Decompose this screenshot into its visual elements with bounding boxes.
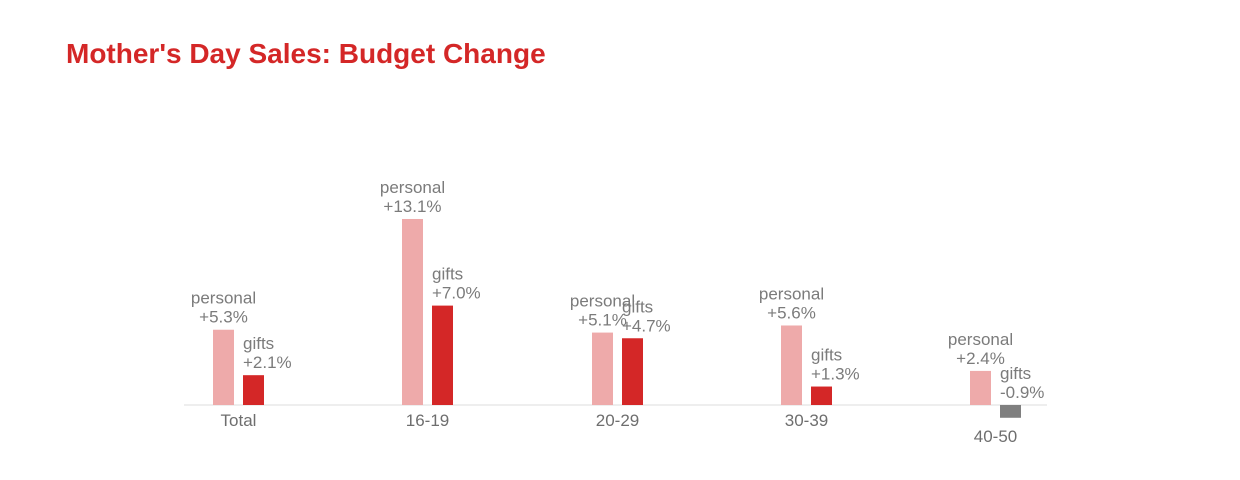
personal-value-label-30-39: +5.6% <box>767 303 816 322</box>
personal-series-label-16-19: personal <box>380 178 445 197</box>
gifts-series-label-40-50: gifts <box>1000 364 1031 383</box>
personal-bar-30-39 <box>781 325 802 405</box>
personal-series-label-total: personal <box>191 289 256 308</box>
gifts-series-label-16-19: gifts <box>432 265 463 284</box>
personal-series-label-40-50: personal <box>948 330 1013 349</box>
gifts-value-label-16-19: +7.0% <box>432 284 481 303</box>
gifts-value-label-20-29: +4.7% <box>622 316 671 335</box>
personal-value-label-20-29: +5.1% <box>578 311 627 330</box>
personal-bar-16-19 <box>402 218 423 405</box>
gifts-bar-40-50 <box>1000 405 1021 418</box>
personal-value-label-16-19: +13.1% <box>383 197 441 216</box>
personal-series-label-30-39: personal <box>759 284 824 303</box>
personal-value-label-total: +5.3% <box>199 308 248 327</box>
gifts-series-label-30-39: gifts <box>811 346 842 365</box>
personal-bar-20-29 <box>592 332 613 405</box>
gifts-value-label-40-50: -0.9% <box>1000 383 1044 402</box>
gifts-series-label-20-29: gifts <box>622 297 653 316</box>
gifts-value-label-total: +2.1% <box>243 353 292 372</box>
personal-series-label-20-29: personal <box>570 292 635 311</box>
category-label-40-50: 40-50 <box>974 427 1017 446</box>
category-label-16-19: 16-19 <box>406 411 449 430</box>
chart-title: Mother's Day Sales: Budget Change <box>66 38 546 69</box>
gifts-bar-20-29 <box>622 338 643 405</box>
gifts-bar-total <box>243 375 264 405</box>
gifts-bar-16-19 <box>432 305 453 405</box>
personal-value-label-40-50: +2.4% <box>956 349 1005 368</box>
gifts-value-label-30-39: +1.3% <box>811 365 860 384</box>
personal-bar-total <box>213 329 234 405</box>
category-label-20-29: 20-29 <box>596 411 639 430</box>
category-label-30-39: 30-39 <box>785 411 828 430</box>
personal-bar-40-50 <box>970 370 991 405</box>
category-label-total: Total <box>221 411 257 430</box>
gifts-series-label-total: gifts <box>243 334 274 353</box>
gifts-bar-30-39 <box>811 386 832 405</box>
